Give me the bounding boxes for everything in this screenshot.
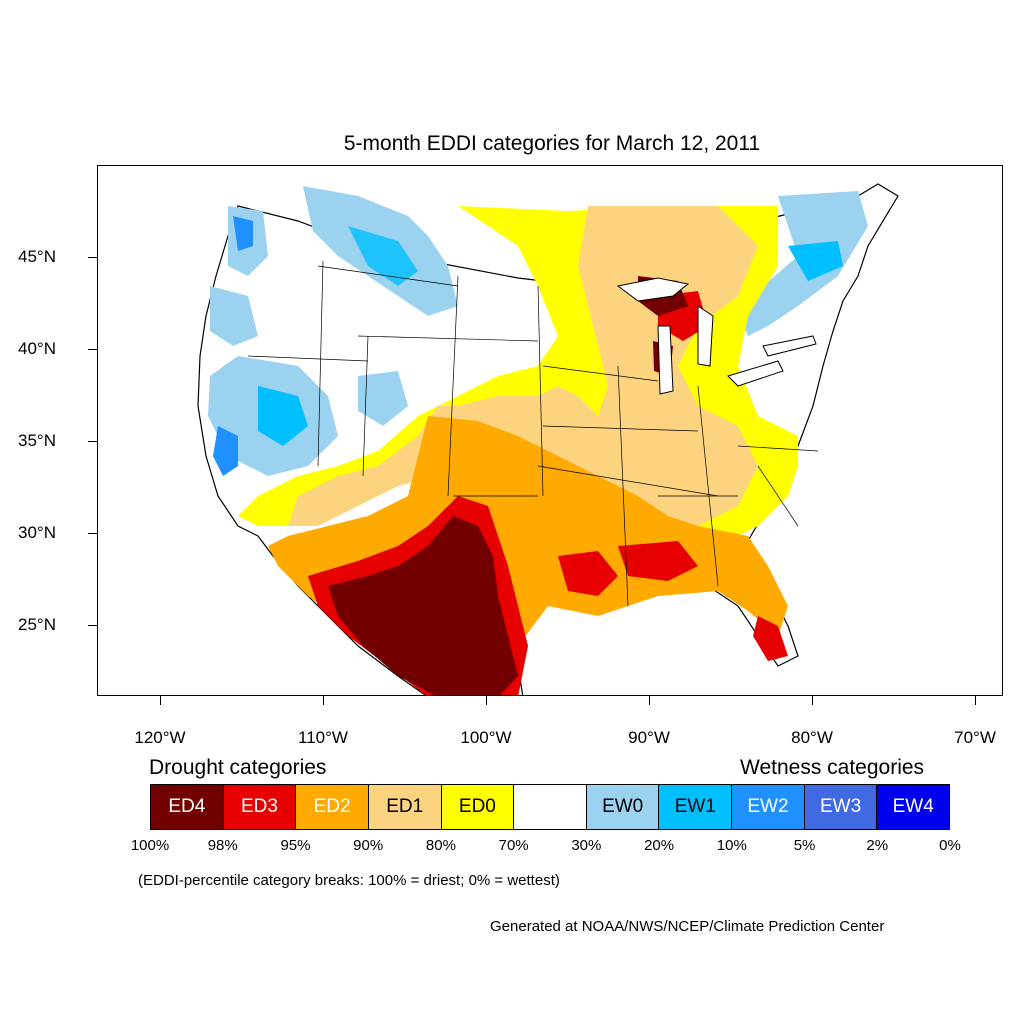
break-label: 2% [866, 837, 889, 854]
wet-area [233, 216, 253, 251]
legend-cell-ed0: ED0 [441, 785, 515, 829]
legend-cell-ed3: ED3 [223, 785, 297, 829]
latitude-tick [88, 533, 97, 534]
longitude-label: 110°W [298, 728, 348, 747]
drought-area [753, 616, 788, 661]
latitude-tick [88, 625, 97, 626]
longitude-tick [649, 696, 650, 705]
latitude-tick [88, 257, 97, 258]
longitude-tick [975, 696, 976, 705]
legend-cell-neutral [514, 785, 587, 829]
wet-area [788, 241, 843, 281]
break-label: 70% [498, 837, 529, 854]
longitude-tick [160, 696, 161, 705]
legend-cell-ed1: ED1 [368, 785, 442, 829]
eddi-map [197, 183, 899, 695]
map-title: 5-month EDDI categories for March 12, 20… [343, 132, 761, 155]
category-legend: ED4 ED3 ED2 ED1 ED0 EW0 EW1 EW2 EW3 EW4 [150, 784, 950, 830]
break-label: 10% [716, 837, 747, 854]
longitude-label: 120°W [134, 728, 186, 747]
break-label: 20% [644, 837, 675, 854]
breaks-note: (EDDI-percentile category breaks: 100% =… [138, 872, 560, 889]
legend-cell-ew2: EW2 [732, 785, 805, 829]
latitude-label: 25°N [18, 615, 56, 634]
break-label: 90% [353, 837, 384, 854]
drought-area [558, 551, 618, 596]
latitude-label: 35°N [18, 431, 56, 450]
latitude-label: 40°N [18, 339, 56, 358]
drought-area [328, 516, 518, 695]
wet-area [213, 426, 238, 476]
wet-area [358, 371, 408, 426]
wetness-categories-heading: Wetness categories [740, 756, 925, 779]
break-label: 100% [130, 837, 170, 854]
break-label: 80% [425, 837, 456, 854]
wet-area [348, 226, 418, 286]
legend-cell-ew3: EW3 [804, 785, 878, 829]
great-lakes [616, 277, 817, 395]
longitude-label: 80°W [791, 728, 833, 747]
legend-cell-ew0: EW0 [586, 785, 660, 829]
longitude-tick [812, 696, 813, 705]
break-label: 30% [571, 837, 602, 854]
latitude-label: 45°N [18, 247, 56, 266]
map-panel [97, 165, 1003, 696]
longitude-label: 70°W [954, 728, 996, 747]
legend-cell-ed4: ED4 [151, 785, 224, 829]
latitude-label: 30°N [18, 523, 56, 542]
break-label: 95% [280, 837, 311, 854]
wet-area [210, 286, 258, 346]
legend-cell-ew4: EW4 [877, 785, 950, 829]
longitude-label: 90°W [628, 728, 670, 747]
legend-cell-ed2: ED2 [296, 785, 369, 829]
state-borders [247, 260, 819, 607]
legend-cell-ew1: EW1 [659, 785, 733, 829]
break-label: 5% [793, 837, 816, 854]
break-label: 0% [939, 837, 961, 854]
credit-line: Generated at NOAA/NWS/NCEP/Climate Predi… [490, 918, 885, 935]
drought-categories-heading: Drought categories [149, 756, 327, 779]
longitude-tick [323, 696, 324, 705]
latitude-tick [88, 349, 97, 350]
wet-area [258, 386, 308, 446]
longitude-tick [486, 696, 487, 705]
latitude-tick [88, 441, 97, 442]
drought-area [618, 541, 698, 581]
longitude-label: 100°W [460, 728, 512, 747]
break-label: 98% [207, 837, 238, 854]
